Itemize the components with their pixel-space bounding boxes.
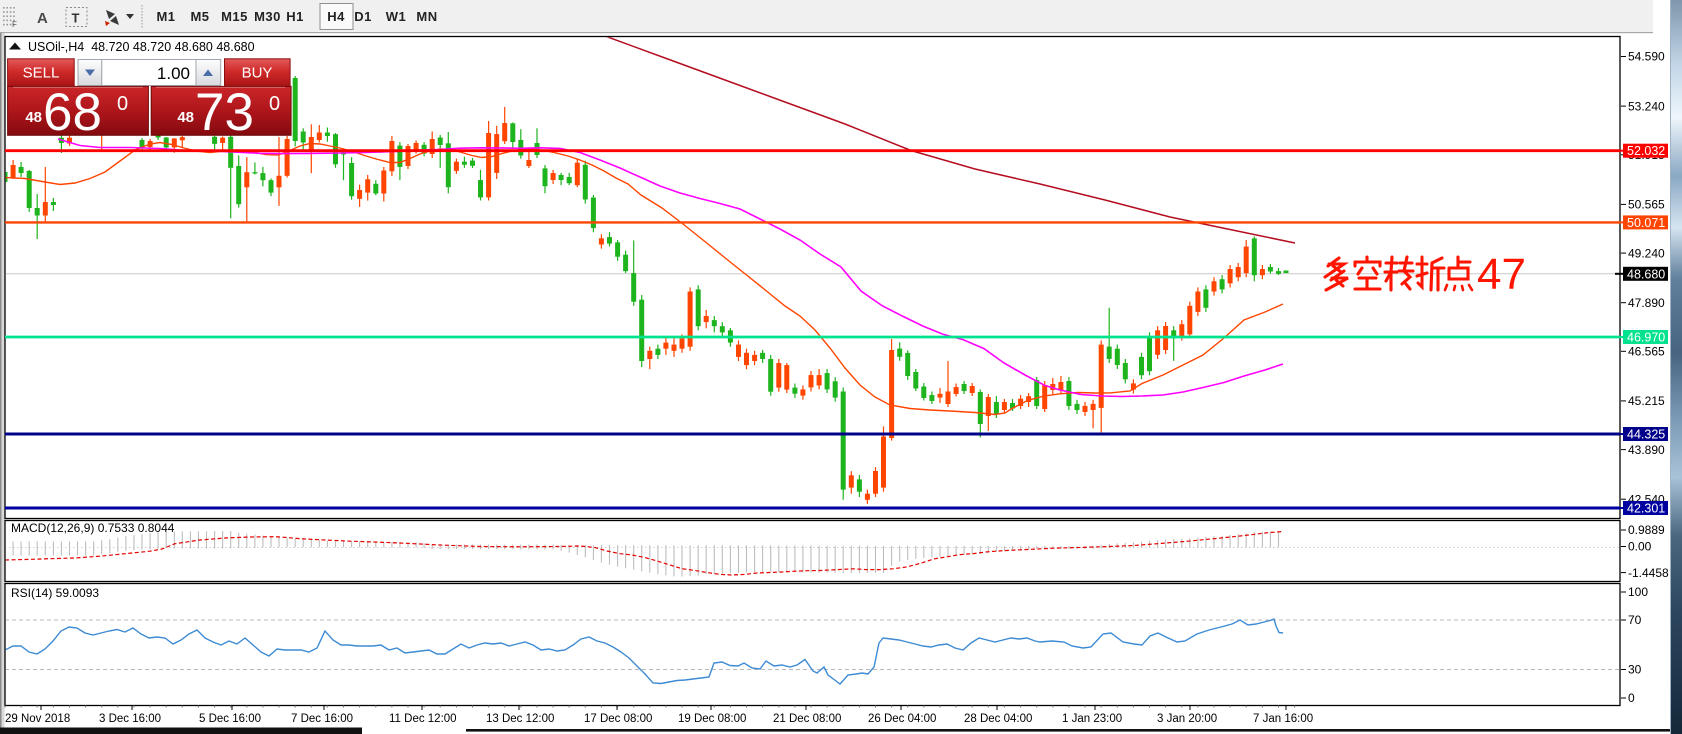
- svg-text:MACD(12,26,9) 0.7533 0.8044: MACD(12,26,9) 0.7533 0.8044: [11, 521, 175, 535]
- svg-text:46.565: 46.565: [1628, 345, 1665, 359]
- svg-text:5 Dec 16:00: 5 Dec 16:00: [199, 713, 261, 725]
- svg-text:50.071: 50.071: [1627, 216, 1665, 230]
- svg-text:M30: M30: [254, 9, 281, 24]
- svg-text:26 Dec 04:00: 26 Dec 04:00: [868, 713, 936, 725]
- svg-text:RSI(14) 59.0093: RSI(14) 59.0093: [11, 586, 99, 600]
- svg-text:68: 68: [43, 83, 102, 142]
- svg-text:M1: M1: [156, 9, 175, 24]
- svg-text:F: F: [12, 20, 17, 29]
- svg-text:19 Dec 08:00: 19 Dec 08:00: [678, 713, 746, 725]
- svg-text:52.032: 52.032: [1627, 144, 1665, 158]
- svg-text:0.9889: 0.9889: [1628, 523, 1665, 537]
- svg-text:7 Jan 16:00: 7 Jan 16:00: [1253, 713, 1313, 725]
- svg-text:3 Dec 16:00: 3 Dec 16:00: [99, 713, 161, 725]
- svg-text:M15: M15: [221, 9, 248, 24]
- svg-text:21 Dec 08:00: 21 Dec 08:00: [773, 713, 841, 725]
- svg-text:D1: D1: [354, 9, 372, 24]
- svg-text:M5: M5: [190, 9, 209, 24]
- svg-text:48.680: 48.680: [1627, 267, 1665, 281]
- svg-text:0: 0: [1628, 691, 1635, 705]
- svg-text:49.240: 49.240: [1628, 246, 1665, 260]
- svg-text:48: 48: [177, 109, 194, 126]
- svg-text:44.325: 44.325: [1627, 428, 1665, 442]
- svg-text:BUY: BUY: [242, 65, 273, 82]
- svg-text:1.00: 1.00: [157, 64, 190, 83]
- svg-text:3 Jan 20:00: 3 Jan 20:00: [1157, 713, 1217, 725]
- svg-text:46.970: 46.970: [1627, 331, 1665, 345]
- svg-text:100: 100: [1628, 585, 1648, 599]
- svg-text:13 Dec 12:00: 13 Dec 12:00: [486, 713, 554, 725]
- svg-text:11 Dec 12:00: 11 Dec 12:00: [389, 713, 457, 725]
- svg-text:-1.4458: -1.4458: [1628, 566, 1669, 580]
- svg-text:47.890: 47.890: [1628, 296, 1665, 310]
- svg-text:29 Nov 2018: 29 Nov 2018: [5, 713, 70, 725]
- svg-text:MN: MN: [416, 9, 437, 24]
- svg-text:43.890: 43.890: [1628, 443, 1665, 457]
- svg-text:73: 73: [195, 83, 254, 142]
- svg-text:53.240: 53.240: [1628, 99, 1665, 113]
- svg-text:47: 47: [1477, 250, 1526, 299]
- svg-text:H1: H1: [286, 9, 304, 24]
- svg-text:48: 48: [25, 109, 42, 126]
- svg-text:30: 30: [1628, 663, 1642, 677]
- svg-text:70: 70: [1628, 613, 1642, 627]
- svg-text:T: T: [72, 11, 80, 26]
- svg-text:H4: H4: [327, 9, 345, 24]
- svg-text:54.590: 54.590: [1628, 50, 1665, 64]
- svg-text:USOil-,H4 48.720 48.720 48.68: USOil-,H4 48.720 48.720 48.680 48.680: [28, 40, 255, 54]
- svg-text:28 Dec 04:00: 28 Dec 04:00: [964, 713, 1032, 725]
- svg-text:SELL: SELL: [23, 65, 60, 82]
- svg-text:17 Dec 08:00: 17 Dec 08:00: [584, 713, 652, 725]
- svg-text:0.00: 0.00: [1628, 540, 1652, 554]
- svg-text:45.215: 45.215: [1628, 394, 1665, 408]
- svg-text:42.301: 42.301: [1627, 502, 1665, 516]
- svg-text:W1: W1: [386, 9, 407, 24]
- svg-text:50.565: 50.565: [1628, 198, 1665, 212]
- svg-text:1 Jan 23:00: 1 Jan 23:00: [1062, 713, 1122, 725]
- svg-text:0: 0: [117, 93, 128, 115]
- svg-text:7 Dec 16:00: 7 Dec 16:00: [291, 713, 353, 725]
- svg-text:A: A: [37, 10, 48, 27]
- svg-text:0: 0: [269, 93, 280, 115]
